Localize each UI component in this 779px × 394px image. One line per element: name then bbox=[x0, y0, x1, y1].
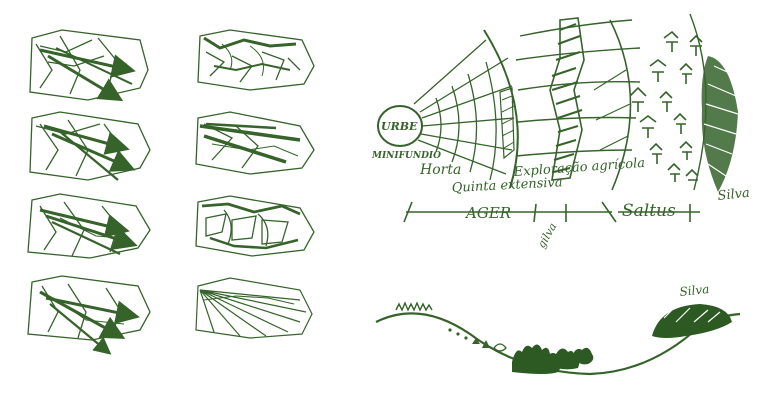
gilva-label: gilva bbox=[535, 221, 560, 251]
silva-hatching bbox=[701, 56, 739, 192]
silva-label: Silva bbox=[717, 186, 751, 204]
panel-3 bbox=[29, 111, 151, 181]
valley-forest bbox=[512, 344, 594, 374]
minifundio-label: MINIFUNDIO bbox=[371, 151, 441, 161]
saltus-boundary bbox=[609, 19, 632, 191]
saltus-tree-glyphs bbox=[629, 30, 703, 182]
panel-7 bbox=[27, 275, 151, 355]
terrain-profile: Silva bbox=[375, 282, 741, 376]
hatched-strip-2 bbox=[549, 17, 585, 181]
agrarian-zone-plan: URBE MINIFUNDIO Horta Exploração agrícol… bbox=[371, 13, 751, 251]
settlement-roofs bbox=[395, 301, 433, 312]
panel-4 bbox=[195, 111, 315, 175]
panel-5 bbox=[27, 193, 151, 259]
panel-2 bbox=[197, 29, 315, 91]
quinta-label: Quinta extensiva bbox=[451, 175, 563, 196]
hill-forest bbox=[652, 304, 732, 338]
profile-silva-label: Silva bbox=[679, 282, 710, 299]
field-marks bbox=[448, 328, 490, 348]
panel-1 bbox=[29, 29, 149, 102]
concentric-arcs bbox=[435, 29, 519, 189]
urbe-label: URBE bbox=[381, 120, 418, 133]
saltus-label: Saltus bbox=[622, 201, 676, 221]
panel-6 bbox=[195, 195, 315, 257]
panel-8 bbox=[195, 277, 313, 339]
hatched-strip-1 bbox=[499, 87, 515, 160]
ager-dimension-line bbox=[403, 201, 700, 223]
ager-label: AGER bbox=[464, 204, 511, 222]
horta-label: Horta bbox=[419, 162, 461, 178]
radial-field-lines bbox=[413, 39, 515, 175]
field-divisions bbox=[515, 19, 641, 157]
